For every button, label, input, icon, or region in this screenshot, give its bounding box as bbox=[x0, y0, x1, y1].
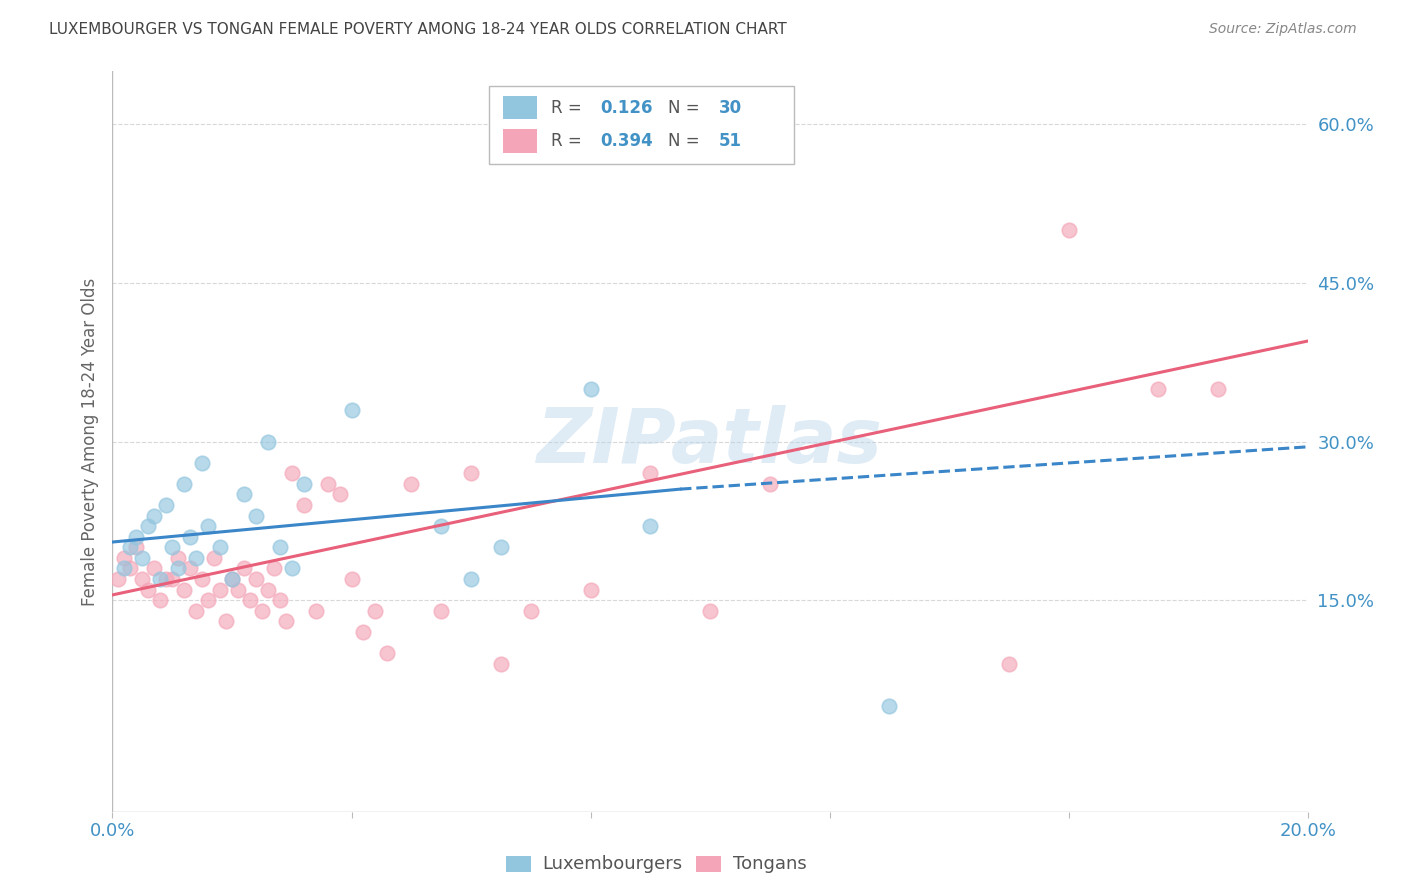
Point bbox=[221, 572, 243, 586]
Point bbox=[640, 519, 662, 533]
FancyBboxPatch shape bbox=[503, 129, 537, 153]
Point bbox=[489, 541, 512, 555]
Point bbox=[239, 593, 262, 607]
Point bbox=[250, 604, 273, 618]
Point bbox=[699, 604, 721, 618]
Point bbox=[233, 487, 256, 501]
Point bbox=[340, 572, 363, 586]
Point bbox=[257, 434, 280, 449]
Text: ZIPatlas: ZIPatlas bbox=[537, 405, 883, 478]
Point bbox=[579, 382, 602, 396]
Point bbox=[167, 550, 190, 565]
Point bbox=[759, 476, 782, 491]
Point bbox=[460, 572, 482, 586]
Point bbox=[138, 582, 160, 597]
Point bbox=[377, 646, 399, 660]
Point bbox=[520, 604, 543, 618]
FancyBboxPatch shape bbox=[489, 87, 794, 164]
Point bbox=[579, 582, 602, 597]
Point bbox=[353, 624, 375, 639]
Point bbox=[173, 582, 195, 597]
Point bbox=[329, 487, 352, 501]
Point bbox=[430, 519, 453, 533]
Point bbox=[191, 572, 214, 586]
Point bbox=[179, 530, 201, 544]
Point bbox=[125, 530, 148, 544]
Point bbox=[998, 657, 1021, 671]
Point bbox=[191, 456, 214, 470]
Point bbox=[401, 476, 423, 491]
Y-axis label: Female Poverty Among 18-24 Year Olds: Female Poverty Among 18-24 Year Olds bbox=[80, 277, 98, 606]
Point bbox=[167, 561, 190, 575]
Point bbox=[149, 593, 172, 607]
Text: Luxembourgers: Luxembourgers bbox=[543, 855, 683, 873]
Point bbox=[120, 541, 142, 555]
Point bbox=[340, 402, 363, 417]
Point bbox=[263, 561, 285, 575]
Point bbox=[138, 519, 160, 533]
Text: 51: 51 bbox=[718, 132, 741, 150]
Point bbox=[143, 561, 166, 575]
Text: 30: 30 bbox=[718, 99, 741, 117]
Point bbox=[316, 476, 339, 491]
Point bbox=[155, 498, 177, 512]
Point bbox=[281, 467, 304, 481]
Point bbox=[1147, 382, 1170, 396]
Text: LUXEMBOURGER VS TONGAN FEMALE POVERTY AMONG 18-24 YEAR OLDS CORRELATION CHART: LUXEMBOURGER VS TONGAN FEMALE POVERTY AM… bbox=[49, 22, 787, 37]
Text: Tongans: Tongans bbox=[733, 855, 806, 873]
Point bbox=[202, 550, 225, 565]
Point bbox=[209, 582, 232, 597]
Point bbox=[292, 498, 315, 512]
Point bbox=[245, 508, 267, 523]
Text: 0.394: 0.394 bbox=[600, 132, 652, 150]
Point bbox=[233, 561, 256, 575]
Point bbox=[149, 572, 172, 586]
Point bbox=[1206, 382, 1229, 396]
FancyBboxPatch shape bbox=[503, 95, 537, 120]
Text: R =: R = bbox=[551, 132, 588, 150]
Text: Source: ZipAtlas.com: Source: ZipAtlas.com bbox=[1209, 22, 1357, 37]
Point bbox=[173, 476, 195, 491]
Point bbox=[114, 561, 135, 575]
Point bbox=[162, 541, 183, 555]
Text: N =: N = bbox=[668, 99, 704, 117]
Point bbox=[186, 604, 208, 618]
Point bbox=[125, 541, 148, 555]
Point bbox=[364, 604, 387, 618]
Point bbox=[114, 550, 135, 565]
Point bbox=[292, 476, 315, 491]
Point bbox=[274, 615, 297, 629]
Point bbox=[257, 582, 280, 597]
Point bbox=[245, 572, 267, 586]
Point bbox=[269, 593, 291, 607]
Point bbox=[1057, 223, 1080, 237]
Point bbox=[281, 561, 304, 575]
Text: N =: N = bbox=[668, 132, 704, 150]
Point bbox=[215, 615, 238, 629]
Point bbox=[209, 541, 232, 555]
Point bbox=[107, 572, 129, 586]
Point bbox=[269, 541, 291, 555]
Point bbox=[120, 561, 142, 575]
Point bbox=[226, 582, 249, 597]
Text: 0.126: 0.126 bbox=[600, 99, 652, 117]
Point bbox=[305, 604, 328, 618]
Point bbox=[143, 508, 166, 523]
Point bbox=[131, 572, 153, 586]
Point bbox=[131, 550, 153, 565]
Text: R =: R = bbox=[551, 99, 588, 117]
Point bbox=[186, 550, 208, 565]
Point bbox=[489, 657, 512, 671]
Point bbox=[640, 467, 662, 481]
Point bbox=[162, 572, 183, 586]
Point bbox=[460, 467, 482, 481]
Point bbox=[221, 572, 243, 586]
Point bbox=[197, 519, 219, 533]
Point bbox=[155, 572, 177, 586]
Point bbox=[179, 561, 201, 575]
Point bbox=[879, 698, 901, 713]
Point bbox=[430, 604, 453, 618]
Point bbox=[197, 593, 219, 607]
